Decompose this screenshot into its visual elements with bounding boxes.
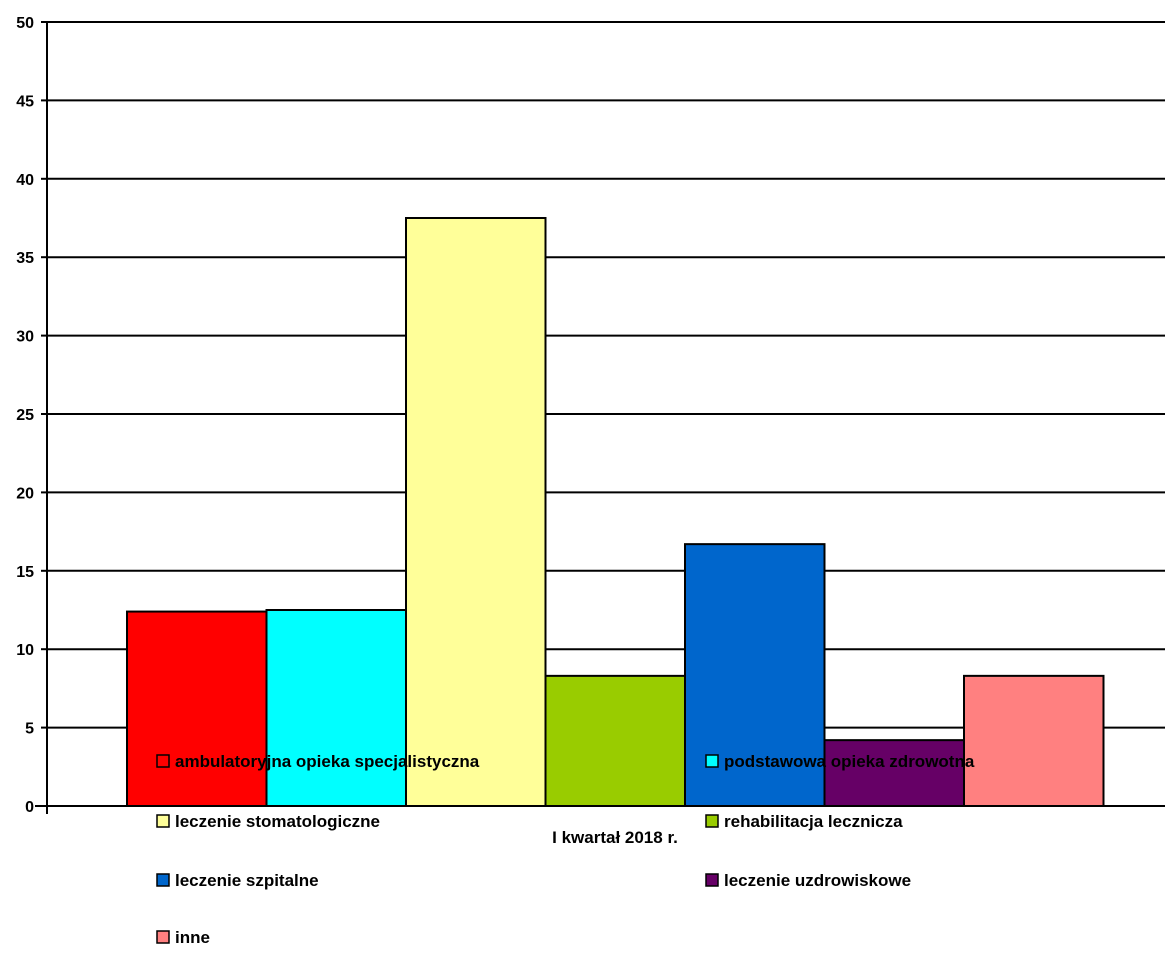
legend-item: inne bbox=[156, 928, 210, 947]
legend-item: ambulatoryjna opieka specjalistyczna bbox=[156, 752, 480, 771]
y-tick-labels: 0 5 10 15 20 25 30 35 40 45 50 bbox=[16, 15, 34, 816]
legend-label: ambulatoryjna opieka specjalistyczna bbox=[175, 752, 480, 771]
bar bbox=[823, 739, 965, 807]
x-category-label: I kwartał 2018 r. bbox=[552, 828, 678, 847]
legend-item: leczenie uzdrowiskowe bbox=[705, 871, 911, 890]
legend-label: leczenie szpitalne bbox=[175, 871, 319, 890]
bar bbox=[963, 674, 1105, 808]
y-tick-label: 0 bbox=[25, 799, 34, 816]
legend-item: podstawowa opieka zdrowotna bbox=[705, 752, 975, 771]
y-tick-label: 35 bbox=[16, 250, 34, 267]
y-tick-label: 15 bbox=[16, 564, 34, 581]
y-tick-label: 45 bbox=[16, 93, 34, 110]
y-tick-label: 30 bbox=[16, 329, 34, 346]
y-tick-label: 50 bbox=[16, 15, 34, 32]
bar bbox=[265, 609, 407, 807]
legend-label: podstawowa opieka zdrowotna bbox=[724, 752, 975, 771]
legend-item: leczenie stomatologiczne bbox=[156, 812, 380, 831]
legend-swatch bbox=[156, 754, 170, 768]
y-tick-label: 20 bbox=[16, 485, 34, 502]
bars bbox=[126, 217, 1105, 808]
legend-label: inne bbox=[175, 928, 210, 947]
axes bbox=[35, 21, 1165, 814]
legend-label: rehabilitacja lecznicza bbox=[724, 812, 903, 831]
bar bbox=[544, 674, 686, 808]
bar bbox=[405, 217, 547, 807]
legend-swatch bbox=[705, 754, 719, 768]
legend: ambulatoryjna opieka specjalistyczna pods… bbox=[156, 752, 975, 947]
legend-label: leczenie stomatologiczne bbox=[175, 812, 380, 831]
legend-label: leczenie uzdrowiskowe bbox=[724, 871, 911, 890]
y-tick-label: 25 bbox=[16, 407, 34, 424]
x-category-labels: I kwartał 2018 r. bbox=[552, 828, 678, 847]
bar bbox=[684, 543, 826, 807]
legend-swatch bbox=[156, 814, 170, 828]
legend-item: leczenie szpitalne bbox=[156, 871, 319, 890]
legend-item: rehabilitacja lecznicza bbox=[705, 812, 903, 831]
legend-swatch bbox=[705, 873, 719, 887]
y-tick-label: 40 bbox=[16, 172, 34, 189]
y-tick-label: 5 bbox=[25, 721, 34, 738]
bar bbox=[126, 610, 268, 807]
legend-swatch bbox=[156, 873, 170, 887]
legend-swatch bbox=[156, 930, 170, 944]
legend-swatch bbox=[705, 814, 719, 828]
y-tick-label: 10 bbox=[16, 642, 34, 659]
